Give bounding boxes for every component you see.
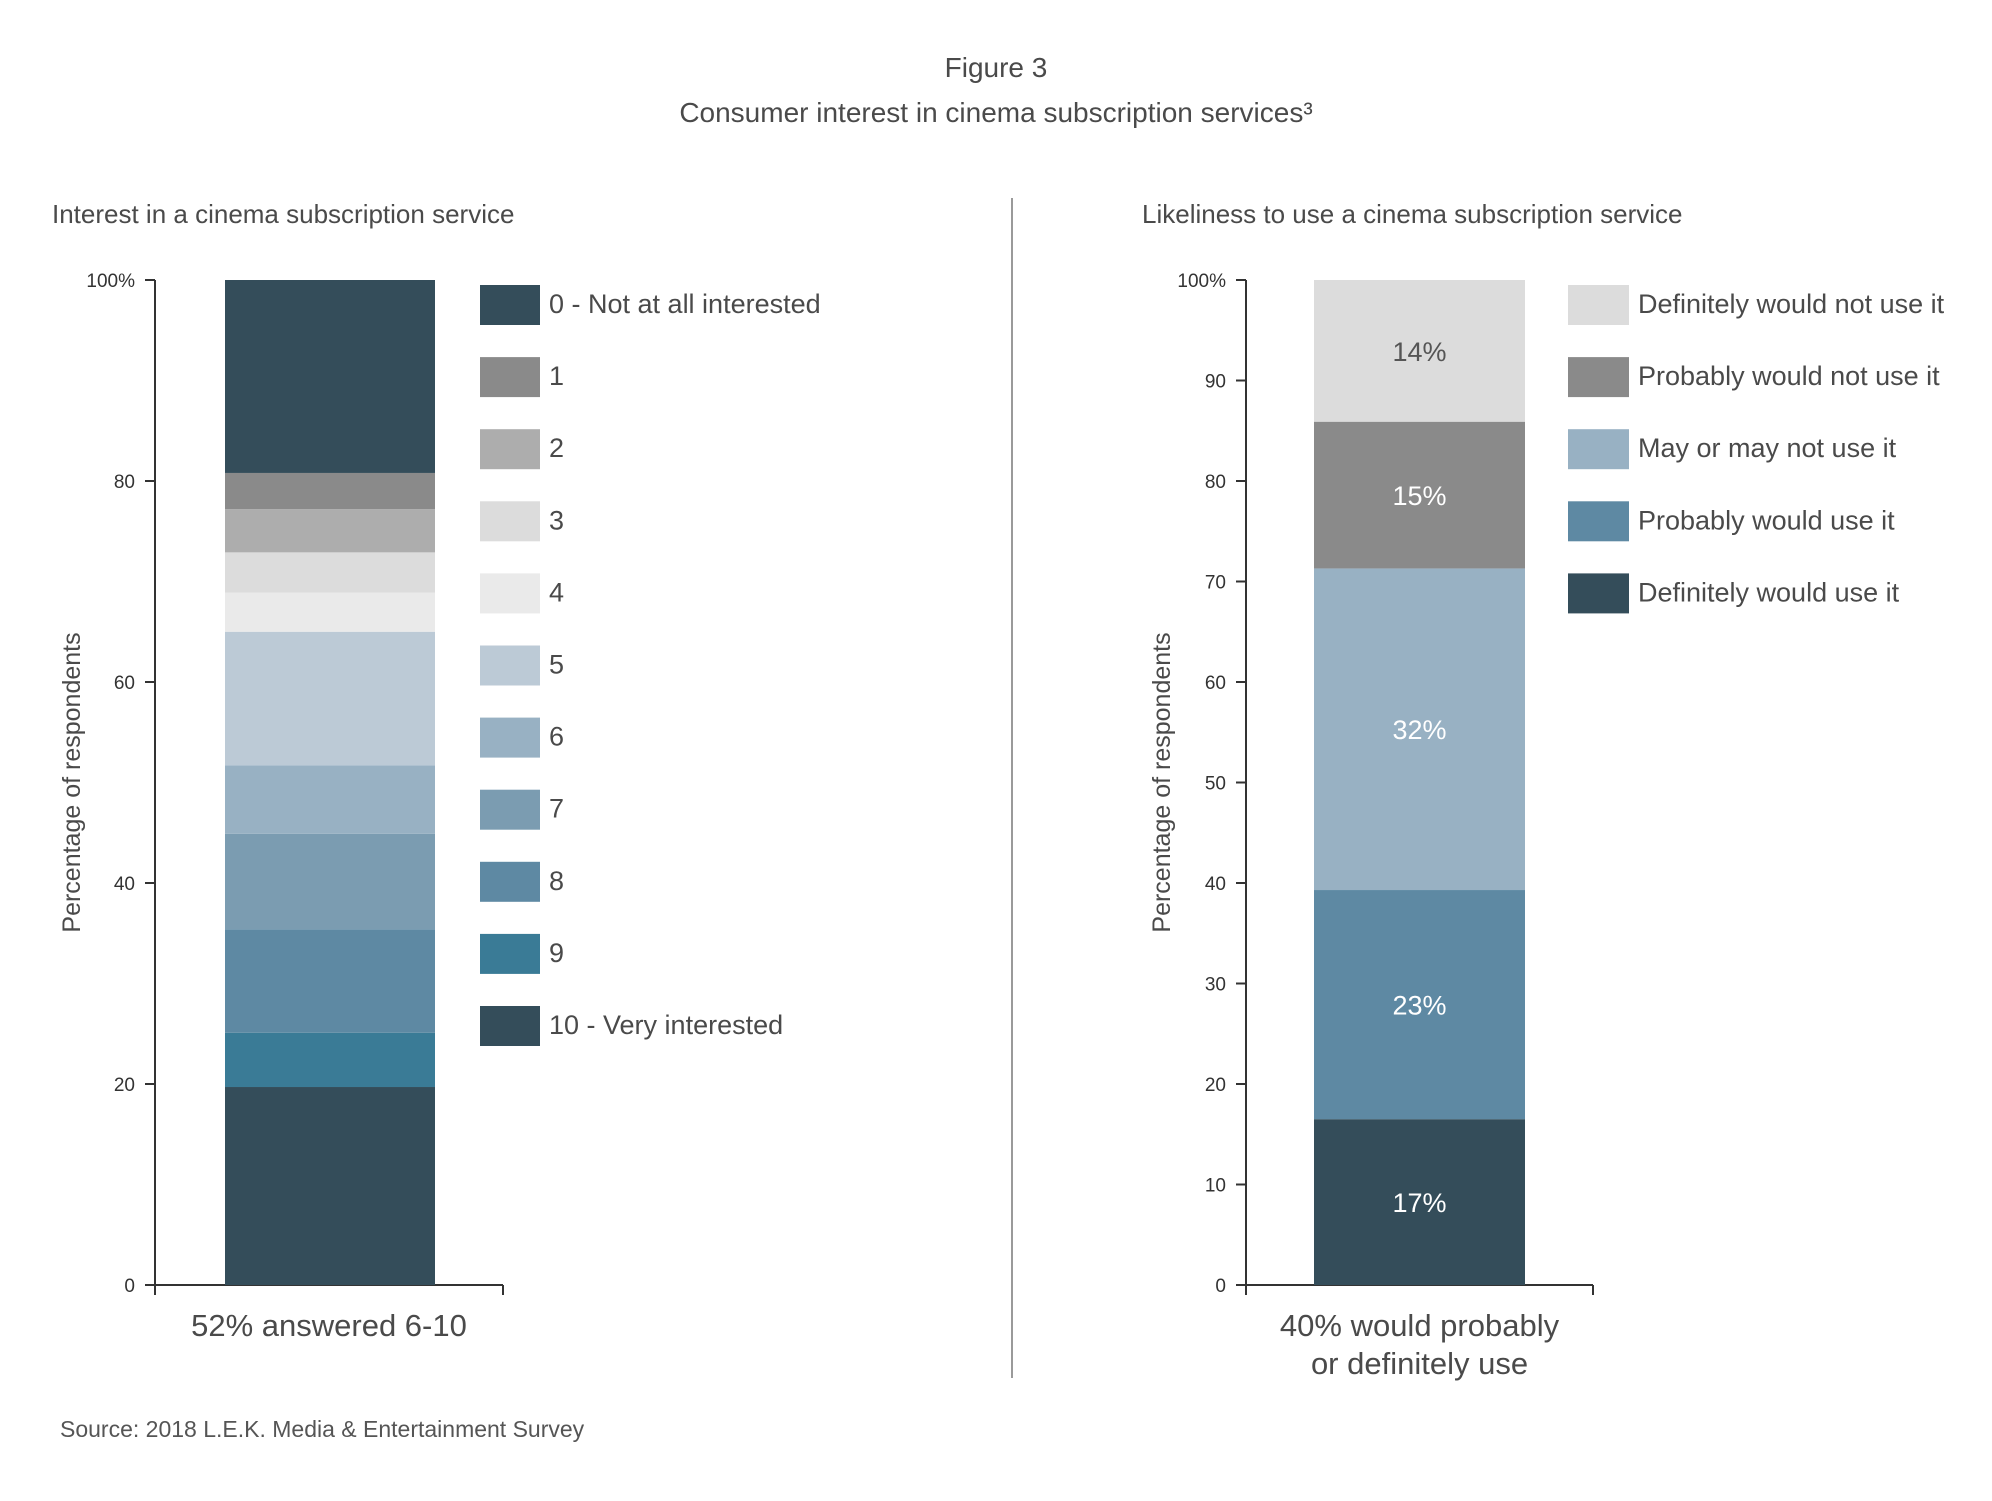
figure-subtitle: Consumer interest in cinema subscription… [679, 97, 1313, 128]
likeliness-y-tick-label: 70 [1205, 573, 1226, 594]
interest-legend-swatch [480, 933, 540, 974]
interest-legend-swatch [480, 429, 540, 470]
interest-y-tick-label: 80 [114, 472, 135, 493]
interest-bar-segment [225, 1032, 435, 1088]
interest-legend-swatch [480, 501, 540, 542]
interest-bar-segment [225, 509, 435, 553]
interest-bar-segment [225, 280, 435, 473]
interest-chart-title: Interest in a cinema subscription servic… [52, 199, 514, 229]
likeliness-legend-label: Definitely would use it [1638, 577, 1900, 607]
interest-legend-label: 2 [549, 433, 564, 463]
likeliness-data-label: 15% [1392, 481, 1446, 511]
interest-legend-swatch [480, 717, 540, 758]
interest-bar-segment [225, 552, 435, 593]
likeliness-data-label: 32% [1392, 715, 1446, 745]
interest-legend-label: 10 - Very interested [549, 1010, 783, 1040]
interest-bar-segment [225, 592, 435, 632]
interest-legend-label: 7 [549, 794, 564, 824]
interest-legend-swatch [480, 573, 540, 614]
likeliness-legend-swatch [1568, 429, 1629, 470]
interest-y-axis-label: Percentage of respondents [58, 632, 86, 932]
likeliness-bar-segment [1314, 280, 1525, 422]
figure-title: Figure 3 [944, 52, 1048, 83]
likeliness-y-tick-label: 80 [1205, 472, 1226, 493]
likeliness-y-tick-label: 90 [1205, 372, 1226, 393]
interest-y-tick-label: 60 [114, 673, 135, 694]
interest-y-tick-label: 0 [124, 1276, 135, 1297]
interest-legend-swatch [480, 285, 540, 325]
interest-legend-label: 6 [549, 722, 564, 752]
interest-legend-swatch [480, 789, 540, 830]
likeliness-x-axis-label-line: 40% would probably [1280, 1308, 1560, 1343]
likeliness-bar-segment [1314, 421, 1525, 569]
interest-legend-label: 4 [549, 577, 564, 607]
likeliness-x-axis-label-line: or definitely use [1311, 1346, 1528, 1381]
likeliness-bar-segment [1314, 890, 1525, 1120]
likeliness-legend-label: Definitely would not use it [1638, 289, 1945, 319]
likeliness-bar-segment [1314, 568, 1525, 891]
interest-bar-segment [225, 765, 435, 834]
likeliness-data-label: 23% [1392, 991, 1446, 1021]
likeliness-data-label: 14% [1392, 337, 1446, 367]
interest-legend-label: 3 [549, 505, 564, 535]
interest-y-tick-label: 40 [114, 874, 135, 895]
likeliness-legend-swatch [1568, 573, 1629, 614]
interest-y-tick-label: 20 [114, 1075, 135, 1096]
interest-bar-segment [225, 929, 435, 1033]
source-note: Source: 2018 L.E.K. Media & Entertainmen… [60, 1416, 585, 1442]
interest-bar-segment [225, 631, 435, 766]
interest-bar-segment [225, 472, 435, 510]
interest-x-axis-label: 52% answered 6-10 [191, 1308, 467, 1343]
likeliness-data-label: 17% [1392, 1188, 1446, 1218]
likeliness-y-tick-label: 100% [1177, 271, 1226, 292]
likeliness-y-tick-label: 30 [1205, 975, 1226, 996]
likeliness-y-tick-label: 50 [1205, 774, 1226, 795]
likeliness-legend-swatch [1568, 285, 1629, 325]
interest-legend-label: 1 [549, 361, 564, 391]
likeliness-legend-label: Probably would not use it [1638, 361, 1940, 391]
interest-bar-segment [225, 1087, 435, 1285]
interest-legend-label: 5 [549, 650, 564, 680]
interest-legend-swatch [480, 645, 540, 686]
interest-bar-segment [225, 833, 435, 930]
interest-legend-label: 8 [549, 866, 564, 896]
interest-legend-swatch [480, 1006, 540, 1046]
likeliness-y-tick-label: 40 [1205, 874, 1226, 895]
likeliness-bar-segment [1314, 1119, 1525, 1285]
likeliness-y-axis-label: Percentage of respondents [1148, 632, 1176, 932]
likeliness-chart-title: Likeliness to use a cinema subscription … [1142, 199, 1682, 229]
likeliness-y-tick-label: 0 [1215, 1276, 1226, 1297]
likeliness-legend-swatch [1568, 357, 1629, 398]
likeliness-legend-label: Probably would use it [1638, 505, 1895, 535]
likeliness-y-tick-label: 60 [1205, 673, 1226, 694]
interest-y-tick-label: 100% [86, 271, 135, 292]
likeliness-legend-label: May or may not use it [1638, 433, 1897, 463]
interest-legend-swatch [480, 861, 540, 902]
likeliness-legend-swatch [1568, 501, 1629, 542]
interest-legend-label: 9 [549, 938, 564, 968]
interest-legend-swatch [480, 357, 540, 398]
interest-legend-label: 0 - Not at all interested [549, 289, 821, 319]
likeliness-y-tick-label: 20 [1205, 1075, 1226, 1096]
likeliness-y-tick-label: 10 [1205, 1176, 1226, 1197]
